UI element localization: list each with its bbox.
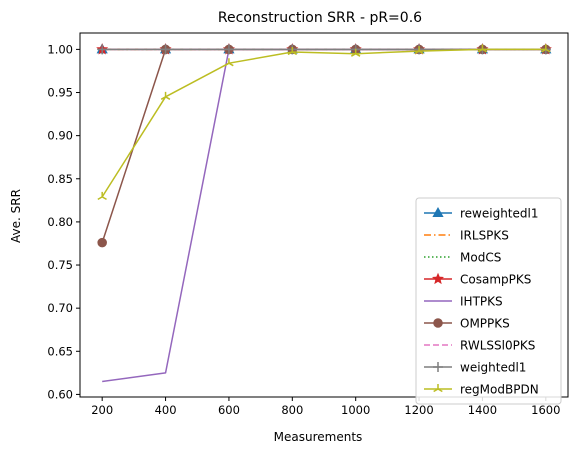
- legend-entry: IHTPKS: [424, 295, 503, 309]
- legend-marker: [433, 362, 443, 372]
- legend-label: regModBPDN: [460, 383, 539, 397]
- x-axis-ticks: 200 400 600 800 1000 1200 1400 1600: [91, 397, 560, 417]
- legend-marker: [433, 318, 443, 328]
- plot-series: [96, 43, 552, 383]
- legend-label: RWLSSl0PKS: [460, 339, 535, 353]
- legend-box: [415, 197, 562, 405]
- legend-marker: [433, 384, 443, 393]
- legend-entry: regModBPDN: [424, 383, 539, 397]
- y-tick-label: 0.85: [47, 172, 73, 186]
- legend-entry: ModCS: [424, 251, 501, 265]
- y-tick-label: 0.65: [47, 344, 73, 358]
- x-tick-label: 600: [218, 403, 240, 417]
- y-axis-ticks: 0.60 0.65 0.70 0.75 0.80 0.85 0.90 0.95 1.00: [47, 42, 80, 401]
- legend: reweightedl1 IRLSPKS ModCS CosampPKS IHTPKS O…: [415, 197, 562, 405]
- data-point: [224, 58, 234, 67]
- legend-marker: [432, 206, 444, 217]
- legend-entry: OMPPKS: [424, 317, 510, 331]
- data-point: [414, 46, 424, 55]
- legend-label: weightedl1: [460, 361, 526, 375]
- x-tick-label: 1600: [531, 403, 560, 417]
- y-tick-label: 0.95: [47, 86, 73, 100]
- data-point: [287, 46, 298, 56]
- axes-frame: [79, 32, 569, 398]
- data-point: [97, 237, 107, 248]
- data-point: [160, 44, 171, 55]
- data-point: [350, 48, 361, 57]
- x-tick-label: 800: [281, 403, 303, 417]
- legend-label: IHTPKS: [460, 295, 503, 309]
- legend-label: IRLSPKS: [460, 229, 509, 243]
- series-line-regmodbpdn: [101, 48, 546, 198]
- data-point: [477, 44, 488, 53]
- y-tick-label: 0.80: [47, 215, 73, 229]
- y-tick-label: 0.60: [47, 387, 73, 401]
- legend-entry: RWLSSl0PKS: [424, 339, 535, 353]
- y-tick-label: 1.00: [47, 42, 73, 56]
- data-point: [97, 191, 107, 201]
- x-tick-label: 200: [91, 403, 113, 417]
- legend-entry: reweightedl1: [424, 207, 538, 221]
- y-tick-label: 0.70: [47, 301, 73, 315]
- data-point: [97, 44, 108, 55]
- x-tick-label: 400: [155, 403, 177, 417]
- legend-label: OMPPKS: [460, 317, 510, 331]
- data-point: [223, 44, 234, 55]
- data-point: [160, 91, 171, 100]
- legend-entry: weightedl1: [424, 361, 526, 375]
- y-axis-label: Ave. SRR: [9, 189, 23, 243]
- y-tick-label: 0.75: [47, 258, 73, 272]
- legend-label: CosampPKS: [460, 273, 531, 287]
- x-tick-label: 1200: [404, 403, 433, 417]
- chart-title: Reconstruction SRR - pR=0.6: [218, 10, 422, 26]
- legend-label: ModCS: [460, 251, 501, 265]
- x-axis-label: Measurements: [274, 430, 363, 444]
- legend-entry: IRLSPKS: [424, 229, 509, 243]
- x-tick-label: 1400: [468, 403, 497, 417]
- legend-label: reweightedl1: [460, 207, 538, 221]
- data-point: [541, 44, 551, 53]
- legend-marker: [432, 272, 444, 285]
- x-tick-label: 1000: [341, 403, 370, 417]
- y-tick-label: 0.90: [47, 129, 73, 143]
- legend-entry: CosampPKS: [424, 273, 531, 287]
- series-regmodbpdn: [97, 44, 551, 201]
